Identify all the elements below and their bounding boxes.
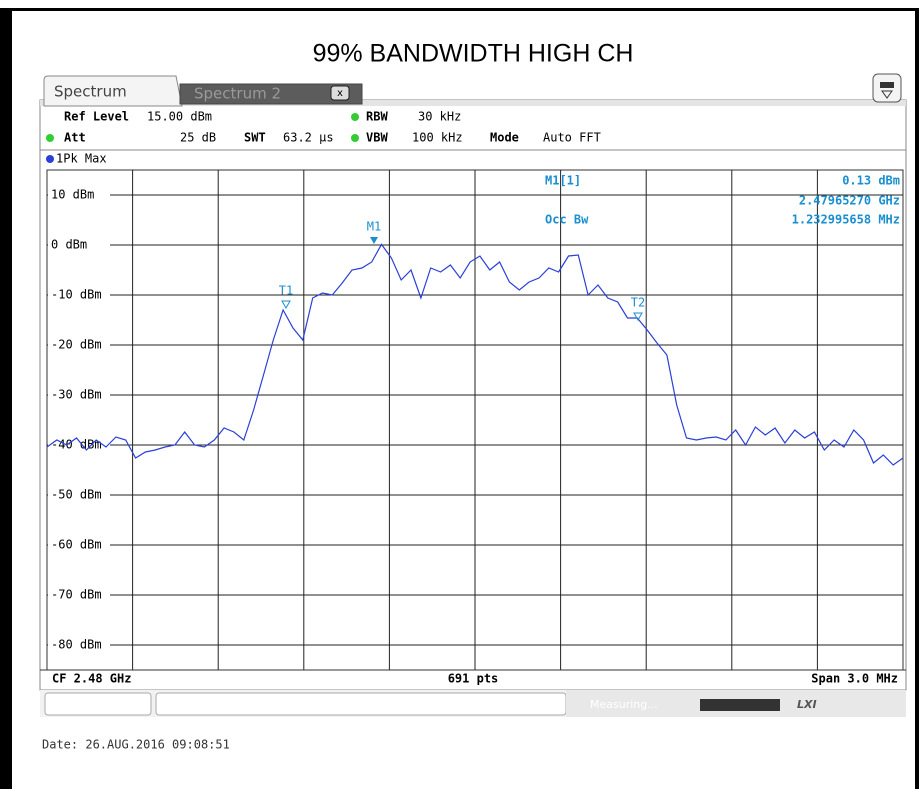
readout-occ: 1.232995658 MHz: [792, 213, 900, 227]
footer-pts: 691 pts: [448, 672, 499, 686]
status-dot: [46, 134, 54, 142]
readout-level: 0.13 dBm: [842, 174, 900, 188]
y-tick-label: 10 dBm: [51, 188, 94, 202]
y-tick-label: -10 dBm: [51, 288, 102, 302]
readout-marker: M1[1]: [545, 174, 581, 188]
marker-label: T2: [631, 296, 645, 310]
setting-label: Mode: [490, 131, 519, 145]
menu-icon: [880, 82, 894, 88]
tick-label-bg: [48, 537, 110, 553]
trace-label: 1Pk Max: [56, 152, 107, 166]
status-dot: [351, 113, 359, 121]
tick-label-bg: [48, 487, 110, 503]
tick-label-bg: [48, 387, 110, 403]
setting-value: 15.00 dBm: [147, 110, 212, 124]
setting-label: SWT: [244, 131, 266, 145]
setting-value: Auto FFT: [543, 131, 601, 145]
readout-occ-label: Occ Bw: [545, 213, 589, 227]
y-tick-label: 0 dBm: [51, 238, 87, 252]
y-tick-label: -60 dBm: [51, 538, 102, 552]
tick-label-bg: [48, 337, 110, 353]
trace-dot: [46, 155, 54, 163]
date: Date: 26.AUG.2016 09:08:51: [42, 738, 230, 752]
settings: Ref Level 15.00 dBm Att 25 dB SWT 63.2 µ…: [46, 110, 601, 145]
marker: [633, 312, 643, 322]
tab-strip: [40, 100, 906, 106]
progress-bar: [700, 699, 780, 711]
y-tick-label: -40 dBm: [51, 438, 102, 452]
setting-value: 63.2 µs: [283, 131, 334, 145]
marker-label: T1: [279, 284, 293, 298]
markers: M1 T1 T2: [279, 220, 645, 322]
left-border: [0, 8, 12, 789]
setting-label: VBW: [366, 131, 388, 145]
marker-readout: M1[1] 0.13 dBm 2.47965270 GHz Occ Bw 1.2…: [545, 174, 900, 227]
menu-icon-arrow: [881, 90, 893, 99]
setting-value: 30 kHz: [418, 110, 461, 124]
tab-active[interactable]: [43, 75, 183, 107]
tab-close[interactable]: [330, 85, 350, 101]
tick-label-bg: [48, 287, 110, 303]
chart-title: 99% BANDWIDTH HIGH CH: [313, 40, 634, 68]
setting-value: 100 kHz: [412, 131, 463, 145]
y-tick-label: -20 dBm: [51, 338, 102, 352]
y-tick-label: -70 dBm: [51, 588, 102, 602]
status-field: [44, 692, 152, 716]
status-text: Measuring...: [590, 698, 658, 711]
setting-label: RBW: [366, 110, 388, 124]
lxi-logo: LXI: [797, 698, 817, 711]
marker: [370, 237, 378, 244]
status-field: [155, 692, 567, 716]
tick-label-bg: [48, 637, 110, 653]
setting-value: 25 dB: [180, 131, 216, 145]
vertical-grid: 10 dBm 0 dBm -10 dBm -20 dBm -30 dBm -40 dBm -…: [47, 170, 903, 670]
setting-label: Ref Level: [64, 110, 129, 124]
y-tick-label: -30 dBm: [51, 388, 102, 402]
marker-label: M1: [367, 220, 381, 234]
right-border: [915, 8, 919, 789]
trace: [46, 243, 904, 466]
marker: [281, 300, 291, 310]
tab-label: Spectrum: [54, 83, 127, 101]
setting-label: Att: [64, 131, 86, 145]
tick-label-bg: [48, 187, 110, 203]
y-tick-label: -80 dBm: [51, 638, 102, 652]
readout-freq: 2.47965270 GHz: [799, 194, 900, 208]
y-tick-label: -50 dBm: [51, 488, 102, 502]
plot: [46, 243, 904, 466]
footer: CF 2.48 GHz 691 pts Span 3.0 MHz: [52, 672, 898, 686]
top-border: [0, 8, 919, 11]
footer-span: Span 3.0 MHz: [811, 672, 898, 686]
footer-cf: CF 2.48 GHz: [52, 672, 131, 686]
tick-label-bg: [48, 587, 110, 603]
status-dot: [351, 134, 359, 142]
tab-close-icon: x: [337, 88, 343, 99]
tab-inactive[interactable]: [179, 83, 363, 105]
tab-label: Spectrum 2: [194, 85, 281, 103]
tick-label-bg: [48, 237, 110, 253]
